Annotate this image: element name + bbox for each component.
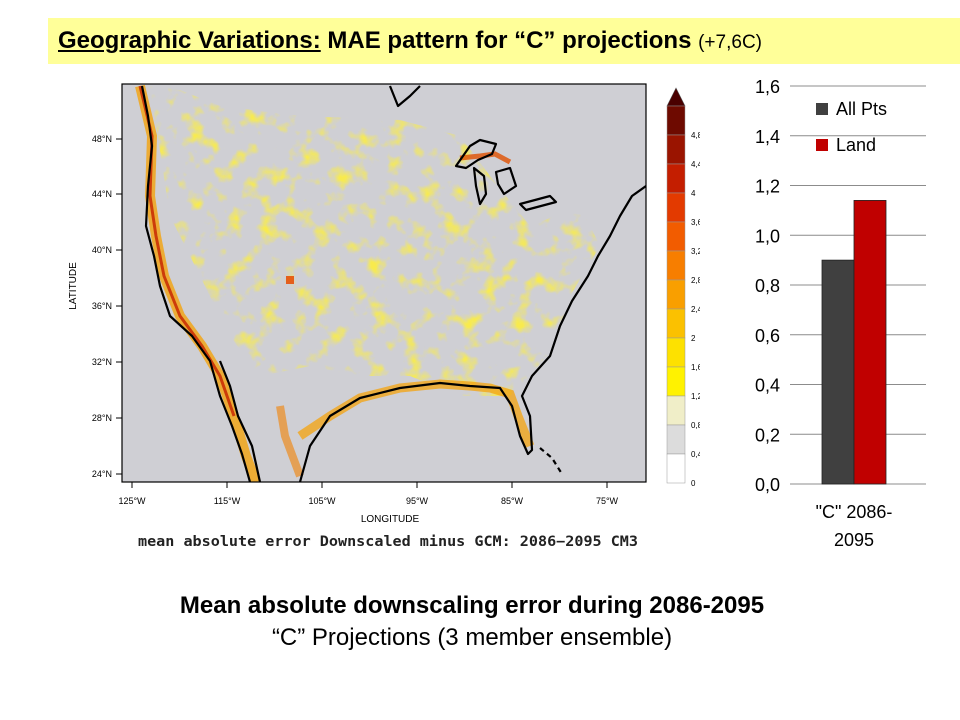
- colorbar-segment: [666, 395, 686, 426]
- colorbar-segment: [666, 163, 686, 194]
- colorbar-level-label: 0,4: [691, 450, 700, 459]
- slide-title: Geographic Variations: MAE pattern for “…: [58, 27, 762, 55]
- colorbar: 4,8 4,4 4 3,6 3,2 2,8 2,4 2 1,6 1,2 0,8 0,4 0: [666, 87, 700, 488]
- colorbar-level-label: 0: [691, 479, 696, 488]
- bar-chart-category-tick-label: 2095: [834, 530, 874, 550]
- lon-tick-label: 95°W: [406, 496, 429, 506]
- map-x-axis-label: LONGITUDE: [361, 514, 420, 525]
- lat-tick-label: 24°N: [92, 469, 112, 479]
- caption-line-2: “C” Projections (3 member ensemble): [271, 624, 673, 651]
- lat-tick-label: 32°N: [92, 357, 112, 367]
- bar-chart-y-tick-label: 1,6: [755, 77, 780, 97]
- lon-tick-label: 85°W: [501, 496, 524, 506]
- colorbar-level-label: 2,8: [691, 276, 700, 285]
- east-gulf-coast-line: [298, 185, 646, 482]
- legend-swatch: [816, 103, 828, 115]
- legend-swatch: [816, 139, 828, 151]
- colorbar-level-label: 2,4: [691, 305, 700, 314]
- colorbar-level-label: 1,6: [691, 363, 700, 372]
- bar-land: [853, 200, 887, 485]
- colorbar-level-label: 0,8: [691, 421, 700, 430]
- colorbar-segment: [666, 424, 686, 455]
- bar-chart-y-tick-label: 1,2: [755, 177, 780, 197]
- colorbar-segment: [666, 366, 686, 397]
- baja-line: [218, 360, 262, 482]
- west-coast-line: [140, 85, 252, 482]
- legend-label: All Pts: [836, 99, 887, 119]
- speckle-field: [150, 86, 600, 396]
- bar-chart-category-label: "C" 2086- 2095: [816, 502, 893, 550]
- lon-tick-label: 115°W: [214, 496, 241, 506]
- colorbar-segment: [666, 192, 686, 223]
- lat-tick-label: 40°N: [92, 245, 112, 255]
- mae-map-figure: 125°W 115°W 105°W 95°W 85°W 75°W 48°N 44°N 40°N…: [68, 83, 700, 550]
- lon-tick-label: 75°W: [596, 496, 619, 506]
- colorbar-segment: [666, 105, 686, 136]
- colorbar-level-label: 2: [691, 334, 696, 343]
- colorbar-arrow: [666, 87, 686, 107]
- colorbar-segment: [666, 308, 686, 339]
- bar-chart-y-tick-label: 0,6: [755, 326, 780, 346]
- longitude-ticks: 125°W 115°W 105°W 95°W 85°W 75°W: [118, 482, 619, 506]
- colorbar-segment: [666, 221, 686, 252]
- latitude-ticks: 48°N 44°N 40°N 36°N 32°N 28°N 24°N: [92, 134, 122, 479]
- southern-border-high-error: [276, 405, 304, 478]
- bar-chart-y-tick-label: 1,0: [755, 226, 780, 246]
- map-caption-title: mean absolute error Downscaled minus GCM…: [138, 534, 638, 550]
- title-prefix: Geographic Variations:: [58, 27, 321, 54]
- bar-chart-y-tick-label: 0,8: [755, 276, 780, 296]
- bar-all-pts: [821, 259, 855, 485]
- lat-tick-label: 36°N: [92, 301, 112, 311]
- bar-chart-y-tick-label: 0,0: [755, 475, 780, 495]
- colorbar-segment: [666, 250, 686, 281]
- caribbean-border-line: [539, 447, 563, 475]
- bar-chart-y-tick-label: 0,4: [755, 376, 780, 396]
- colorbar-segment: [666, 134, 686, 165]
- colorbar-level-label: 3,6: [691, 218, 700, 227]
- map-frame: [121, 83, 647, 483]
- colorbar-level-label: 4,8: [691, 131, 700, 140]
- colorbar-segment: [666, 279, 686, 310]
- colorbar-level-label: 3,2: [691, 247, 700, 256]
- bar-chart-legend: All Pts Land: [816, 99, 887, 155]
- bar-chart-y-ticks: 0,0 0,2 0,4 0,6 0,8 1,0 1,2 1,4 1,6: [755, 77, 780, 495]
- bar-chart-y-tick-label: 1,4: [755, 127, 780, 147]
- legend-label: Land: [836, 135, 876, 155]
- bar-chart-category-tick-label: "C" 2086-: [816, 502, 893, 522]
- title-main: MAE pattern for “C” projections: [327, 27, 692, 54]
- title-banner: [48, 18, 960, 64]
- bar-chart-y-tick-label: 0,2: [755, 425, 780, 445]
- lon-tick-label: 125°W: [118, 496, 146, 506]
- colorbar-segment: [666, 453, 686, 484]
- colorbar-level-label: 4,4: [691, 160, 700, 169]
- coastlines: [140, 85, 646, 482]
- lake-michigan: [472, 166, 488, 206]
- lake-erie: [518, 194, 558, 212]
- northern-lake-line: [388, 85, 421, 108]
- mae-bar-chart: 0,00,20,40,60,81,01,21,41,6 All PtsLand …: [755, 77, 926, 550]
- inland-hotspot: [286, 276, 294, 284]
- lat-tick-label: 48°N: [92, 134, 112, 144]
- lake-superior: [454, 138, 498, 170]
- colorbar-level-label: 4: [691, 189, 696, 198]
- bar-chart-bars: [821, 200, 887, 485]
- caption-line-1: Mean absolute downscaling error during 2…: [179, 592, 765, 619]
- colorbar-level-label: 1,2: [691, 392, 700, 401]
- title-note: (+7,6C): [698, 32, 762, 53]
- lat-tick-label: 28°N: [92, 413, 112, 423]
- lon-tick-label: 105°W: [308, 496, 336, 506]
- lake-huron: [494, 166, 518, 196]
- lat-tick-label: 44°N: [92, 189, 112, 199]
- colorbar-segment: [666, 337, 686, 368]
- map-y-axis-label: LATITUDE: [68, 262, 79, 310]
